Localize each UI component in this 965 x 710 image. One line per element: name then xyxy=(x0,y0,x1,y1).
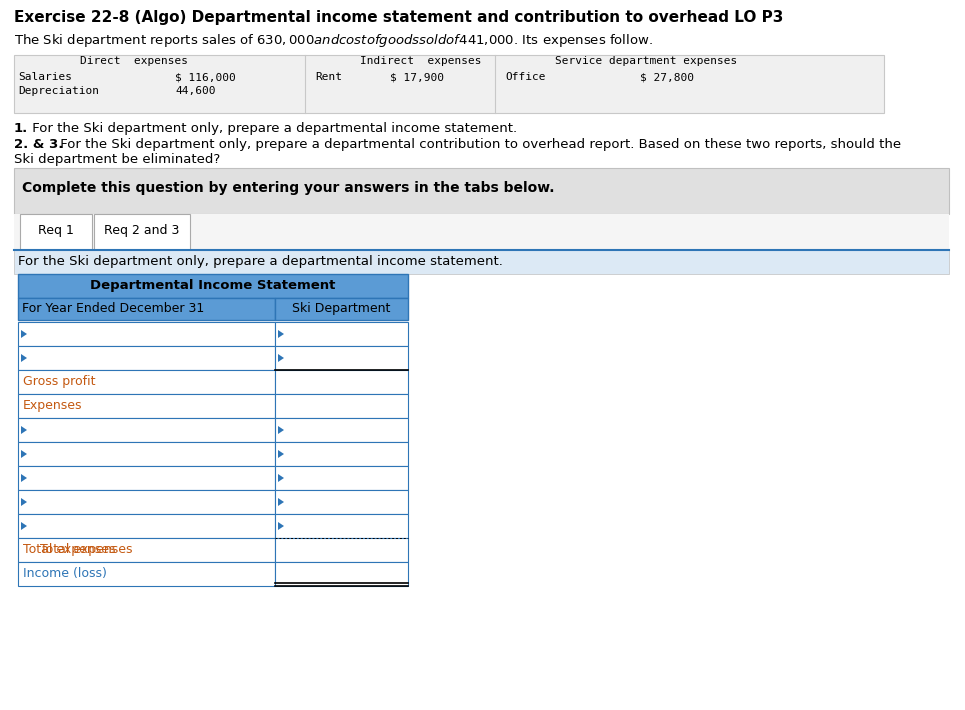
Bar xyxy=(18,490,275,514)
Bar xyxy=(275,418,408,442)
Text: For Year Ended December 31: For Year Ended December 31 xyxy=(22,302,205,315)
Bar xyxy=(14,214,949,250)
Text: 1.: 1. xyxy=(14,122,28,135)
Bar xyxy=(14,55,884,113)
Text: $ 116,000: $ 116,000 xyxy=(175,72,235,82)
Text: Indirect  expenses: Indirect expenses xyxy=(360,56,482,66)
Text: For the Ski department only, prepare a departmental income statement.: For the Ski department only, prepare a d… xyxy=(18,255,503,268)
Bar xyxy=(18,442,275,466)
Bar xyxy=(20,214,92,250)
Text: Depreciation: Depreciation xyxy=(18,86,99,96)
Text: Total expenses: Total expenses xyxy=(40,543,132,557)
Text: Exercise 22-8 (Algo) Departmental income statement and contribution to overhead : Exercise 22-8 (Algo) Departmental income… xyxy=(14,10,784,25)
Text: Ski Department: Ski Department xyxy=(292,302,391,315)
Polygon shape xyxy=(278,426,284,434)
Bar xyxy=(18,538,275,562)
Text: Service department expenses: Service department expenses xyxy=(555,56,737,66)
Bar xyxy=(14,168,949,214)
Polygon shape xyxy=(21,354,27,362)
Polygon shape xyxy=(21,450,27,458)
Bar xyxy=(275,538,408,562)
Text: Income (loss): Income (loss) xyxy=(23,567,107,581)
Bar xyxy=(275,562,408,586)
Bar xyxy=(18,370,275,394)
Bar xyxy=(275,514,408,538)
Text: For the Ski department only, prepare a departmental income statement.: For the Ski department only, prepare a d… xyxy=(28,122,517,135)
Text: Office: Office xyxy=(505,72,545,82)
Bar xyxy=(18,298,275,320)
Text: $ 27,800: $ 27,800 xyxy=(640,72,694,82)
Bar xyxy=(275,466,408,490)
Polygon shape xyxy=(21,330,27,338)
Text: Rent: Rent xyxy=(315,72,342,82)
Polygon shape xyxy=(278,450,284,458)
Bar xyxy=(275,442,408,466)
Bar xyxy=(275,346,408,370)
Text: Departmental Income Statement: Departmental Income Statement xyxy=(91,279,336,292)
Polygon shape xyxy=(21,522,27,530)
Bar xyxy=(275,298,408,320)
Bar xyxy=(18,394,275,418)
Polygon shape xyxy=(278,474,284,482)
Polygon shape xyxy=(278,354,284,362)
Bar xyxy=(275,370,408,394)
Bar xyxy=(18,466,275,490)
Polygon shape xyxy=(21,474,27,482)
Text: Complete this question by entering your answers in the tabs below.: Complete this question by entering your … xyxy=(22,181,555,195)
Text: 44,600: 44,600 xyxy=(175,86,215,96)
Text: Total expenses: Total expenses xyxy=(23,543,116,557)
Text: $ 17,900: $ 17,900 xyxy=(390,72,444,82)
Text: Req 1: Req 1 xyxy=(38,224,74,237)
Text: Direct  expenses: Direct expenses xyxy=(80,56,188,66)
Bar xyxy=(18,322,275,346)
Bar xyxy=(18,346,275,370)
Bar xyxy=(14,250,949,274)
Text: 2. & 3.: 2. & 3. xyxy=(14,138,64,151)
Bar xyxy=(18,514,275,538)
Bar xyxy=(18,562,275,586)
Bar xyxy=(18,274,408,298)
Text: Req 2 and 3: Req 2 and 3 xyxy=(104,224,179,237)
Bar xyxy=(275,490,408,514)
Bar xyxy=(18,418,275,442)
Bar xyxy=(275,322,408,346)
Bar xyxy=(275,394,408,418)
Text: Expenses: Expenses xyxy=(23,400,82,413)
Polygon shape xyxy=(278,498,284,506)
Text: Gross profit: Gross profit xyxy=(23,376,96,388)
Polygon shape xyxy=(21,498,27,506)
Polygon shape xyxy=(21,426,27,434)
Text: Ski department be eliminated?: Ski department be eliminated? xyxy=(14,153,220,166)
Polygon shape xyxy=(278,522,284,530)
Bar xyxy=(94,214,190,250)
Text: The Ski department reports sales of $630,000 and cost of goods sold of $441,000.: The Ski department reports sales of $630… xyxy=(14,32,653,49)
Text: Salaries: Salaries xyxy=(18,72,72,82)
Polygon shape xyxy=(278,330,284,338)
Text: For the Ski department only, prepare a departmental contribution to overhead rep: For the Ski department only, prepare a d… xyxy=(56,138,901,151)
